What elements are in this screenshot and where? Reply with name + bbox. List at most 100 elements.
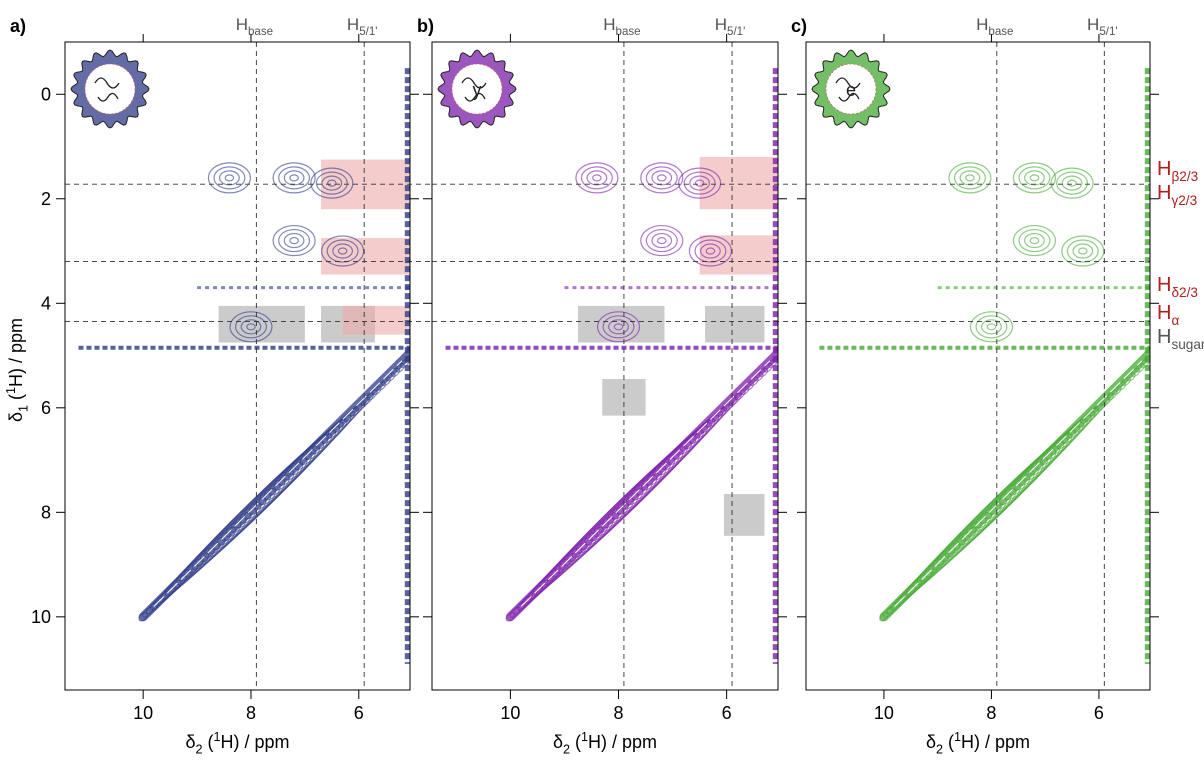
x-tick-label: 10 (133, 703, 153, 723)
label-main: H (1087, 15, 1099, 34)
y-tick-label: 6 (41, 398, 51, 418)
panel-label: b) (417, 16, 434, 36)
side-label: Hδ2/3 (1157, 274, 1198, 300)
contour (219, 170, 240, 186)
label-sub: base (988, 26, 1013, 38)
contour (959, 170, 981, 186)
label-main: δ (926, 732, 936, 752)
x-tick-label: 8 (246, 703, 256, 723)
contour (224, 174, 235, 182)
contour (1056, 171, 1089, 195)
contour-diagonal-core (153, 360, 403, 607)
highlight-box (342, 305, 410, 335)
icon-inner (84, 63, 136, 115)
contour (969, 311, 1014, 343)
side-label: Hα (1157, 302, 1179, 328)
label-main: δ (553, 732, 563, 752)
contour (1012, 162, 1057, 194)
contour (700, 243, 721, 259)
contour (321, 175, 343, 191)
x-tick-label: 6 (1094, 703, 1104, 723)
y-axis-label: δ1 (1H) / ppm (4, 318, 31, 422)
label-sup: 1 (581, 730, 588, 744)
label-main: H (347, 15, 359, 34)
y-tick-label: 8 (41, 502, 51, 522)
contour (640, 162, 684, 194)
contour (645, 228, 678, 253)
x-tick-label: 8 (614, 703, 624, 723)
side-label: Hγ2/3 (1157, 182, 1197, 208)
label-mid: ( (570, 732, 581, 752)
guide-label: H5/1' (347, 15, 378, 38)
icon-label: e (846, 80, 856, 100)
highlight-box (699, 235, 778, 275)
contour (781, 344, 792, 355)
label-sup: 1 (214, 730, 221, 744)
x-tick-label: 10 (874, 703, 894, 723)
icon-chain (461, 77, 487, 102)
label-sup: 1 (954, 730, 961, 744)
contour (1018, 166, 1051, 190)
contour (234, 315, 267, 339)
contour (240, 319, 262, 335)
contour (413, 344, 424, 355)
label-sub: δ2/3 (1171, 285, 1197, 300)
contour (965, 174, 975, 182)
contour (283, 170, 305, 186)
contour (975, 315, 1008, 339)
panel-label: a) (10, 16, 26, 36)
icon: e (811, 49, 891, 129)
contour (705, 247, 716, 255)
contour (289, 174, 299, 182)
side-label: Hsugar (1157, 326, 1204, 352)
icon (70, 49, 150, 129)
label-sub: base (616, 26, 641, 38)
label-tail: H) / ppm (221, 732, 290, 752)
contour (1012, 224, 1057, 257)
contour (651, 232, 673, 249)
label-sub: sugar (1171, 337, 1204, 352)
contour-diagonal-core (520, 360, 771, 607)
highlight-box (699, 156, 778, 210)
contour (1050, 167, 1094, 199)
contour (332, 243, 354, 259)
contour (229, 311, 273, 343)
label-mid: ( (203, 732, 214, 752)
label-sub: 5/1' (1099, 26, 1117, 38)
contour (986, 323, 997, 331)
x-axis-label: δ2 (1H) / ppm (185, 730, 289, 756)
contour (1024, 170, 1045, 186)
contour (640, 224, 684, 257)
label-sub: γ2/3 (1171, 193, 1197, 208)
label-main: H (603, 15, 615, 34)
highlight-box (218, 305, 305, 343)
contour (278, 166, 311, 190)
plot-area (445, 68, 792, 664)
x-tick-label: 8 (986, 703, 996, 723)
contour (580, 166, 613, 190)
label-tail: H) / ppm (6, 318, 26, 387)
contour (608, 319, 629, 335)
label-tail: H) / ppm (588, 732, 657, 752)
contour (1061, 175, 1083, 191)
contour (207, 162, 252, 194)
contour (678, 167, 722, 199)
icon: y (437, 49, 517, 129)
contour (289, 236, 299, 245)
label-main: H (1157, 182, 1171, 204)
contour (1066, 239, 1099, 263)
contour (1078, 247, 1088, 255)
plot-area (819, 68, 1150, 664)
contour (278, 228, 311, 253)
label-sup: 1 (4, 387, 18, 394)
contour (688, 235, 733, 267)
label-main: H (1157, 158, 1171, 180)
label-sub: base (248, 26, 273, 38)
label-main: H (715, 15, 727, 34)
guide-label: Hbase (603, 15, 640, 38)
x-tick-label: 6 (722, 703, 732, 723)
guide-label: Hbase (236, 15, 273, 38)
label-sub: 5/1' (727, 26, 745, 38)
y-tick-label: 0 (41, 84, 51, 104)
